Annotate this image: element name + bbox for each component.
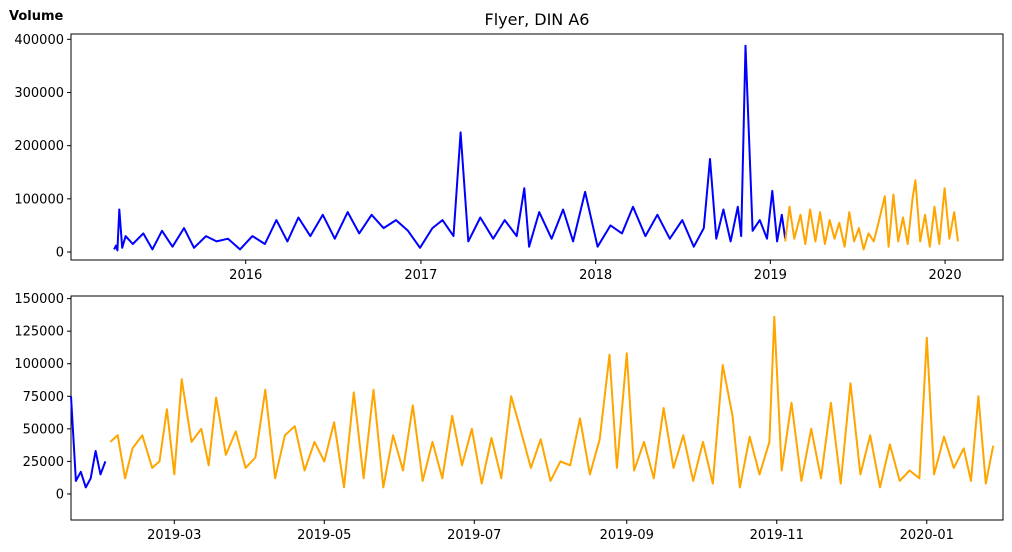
series-line-recent [109,315,995,489]
y-tick-label: 0 [56,246,64,261]
x-tick-label: 2019 [754,268,787,283]
series-line-history [113,44,787,252]
x-tick-label: 2019-05 [297,528,351,543]
y-tick-label: 75000 [23,390,64,405]
y-tick-label: 400000 [14,33,64,48]
x-tick-label: 2019-03 [147,528,201,543]
x-tick-label: 2019-09 [600,528,654,543]
x-tick-label: 2017 [404,268,437,283]
x-tick-label: 2018 [579,268,612,283]
x-tick-label: 2019-11 [750,528,804,543]
axes-frame [70,33,1004,261]
y-tick-label: 0 [56,487,64,502]
top-chart-title: Flyer, DIN A6 [485,10,590,29]
y-tick-label: 100000 [14,357,64,372]
series-line-recent [784,179,959,251]
series-line-history [70,396,107,489]
y-tick-label: 300000 [14,86,64,101]
x-tick-label: 2019-07 [447,528,501,543]
bottom-plot-panel: 0 25000 50000 75000 100000 125000 150000 2019-0… [14,292,1004,543]
y-tick-label: 125000 [14,325,64,340]
y-tick-label: 50000 [23,422,64,437]
y-tick-label: 25000 [23,455,64,470]
x-tick-label: 2016 [229,268,262,283]
x-tick-label: 2020-01 [900,528,954,543]
top-y-axis-label: Volume [9,9,64,24]
y-tick-label: 100000 [14,192,64,207]
top-plot-panel: 0 100000 200000 300000 400000 2016 2017 2018 201… [14,33,1004,283]
y-tick-label: 200000 [14,139,64,154]
x-tick-label: 2020 [929,268,962,283]
y-tick-label: 150000 [14,292,64,307]
